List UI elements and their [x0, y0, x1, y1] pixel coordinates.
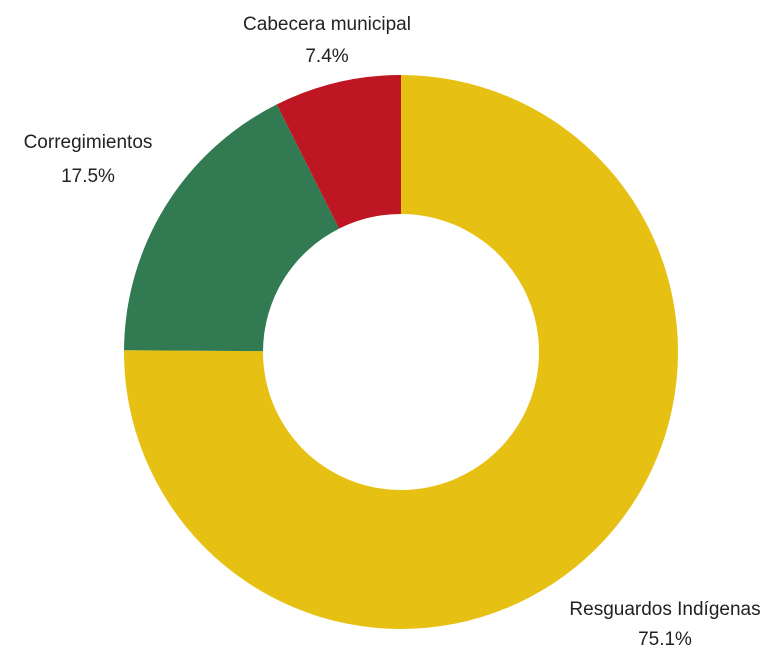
- slice-label: Resguardos Indígenas: [569, 599, 760, 620]
- donut-slice: [124, 104, 340, 352]
- donut-slice: [123, 75, 678, 629]
- slice-label: Corregimientos: [24, 132, 153, 153]
- slice-label: Cabecera municipal: [243, 14, 411, 35]
- slice-value-label: 17.5%: [61, 166, 115, 187]
- donut-slice: [276, 75, 401, 229]
- slice-value-label: 75.1%: [638, 629, 692, 648]
- slice-value-label: 7.4%: [305, 46, 348, 67]
